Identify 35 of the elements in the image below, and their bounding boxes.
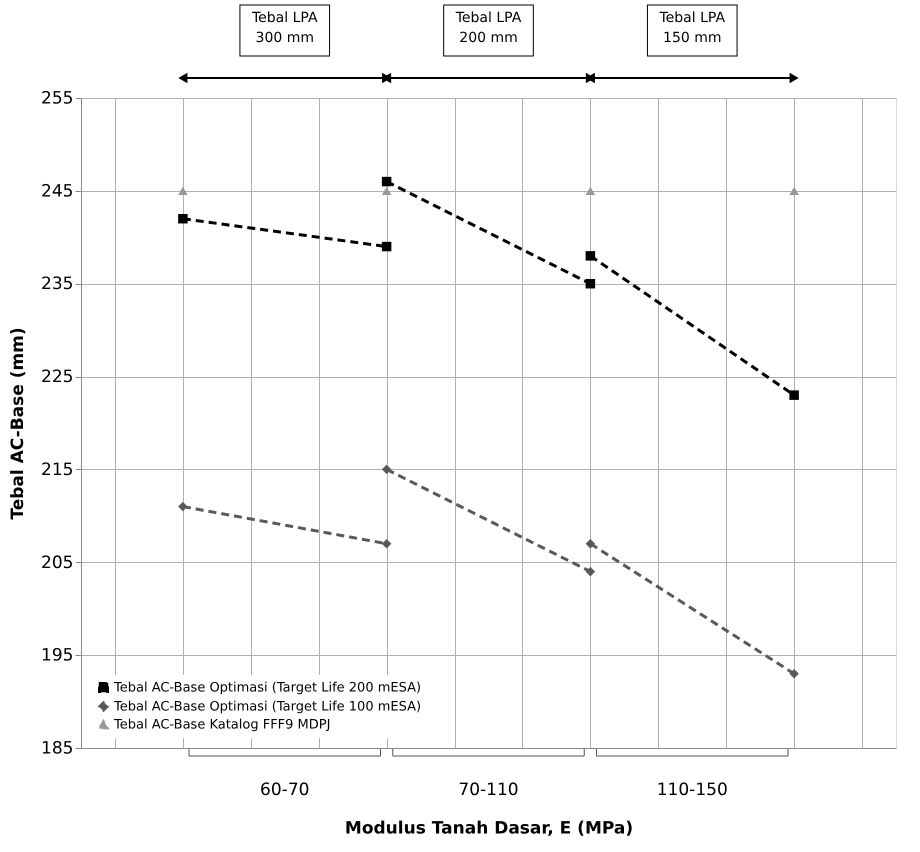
point	[178, 502, 188, 512]
y-tick-label: 185	[41, 738, 74, 758]
text: Tebal LPA 300 mm	[250, 10, 318, 46]
y-tick-label: 245	[41, 181, 74, 202]
point	[178, 214, 188, 224]
y-axis-title: Tebal AC-Base (mm)	[8, 327, 28, 520]
point	[586, 566, 596, 576]
text: Tebal LPA 150 mm	[658, 10, 726, 46]
point	[382, 176, 392, 186]
point	[789, 390, 799, 400]
point	[382, 464, 392, 474]
point	[382, 186, 392, 195]
point	[382, 242, 392, 252]
x-axis-title: Modulus Tanah Dasar, E (MPa)	[344, 818, 634, 838]
point	[789, 668, 799, 678]
text: 110-150	[656, 780, 728, 800]
point	[586, 186, 596, 195]
point	[586, 251, 596, 261]
text: Tebal LPA 200 mm	[454, 10, 522, 46]
point	[586, 538, 596, 548]
legend-label: Tebal AC-Base Optimasi (Target Life 200 mESA)	[113, 680, 422, 696]
point	[789, 186, 799, 195]
y-tick-label: 235	[41, 274, 74, 294]
y-tick-label: 205	[41, 552, 74, 573]
point	[382, 538, 392, 548]
y-tick-label: 215	[41, 460, 74, 480]
point	[586, 278, 596, 288]
point	[178, 186, 188, 195]
legend-label: Tebal AC-Base Katalog FFF9 MDPJ	[113, 718, 330, 732]
text: 60-70	[260, 780, 310, 800]
y-tick-label: 195	[41, 646, 74, 666]
text: 70-110	[458, 780, 519, 800]
y-tick-label: 225	[41, 367, 74, 388]
y-tick-label: 255	[41, 88, 74, 108]
legend-label: Tebal AC-Base Optimasi (Target Life 100 mESA)	[113, 700, 422, 714]
